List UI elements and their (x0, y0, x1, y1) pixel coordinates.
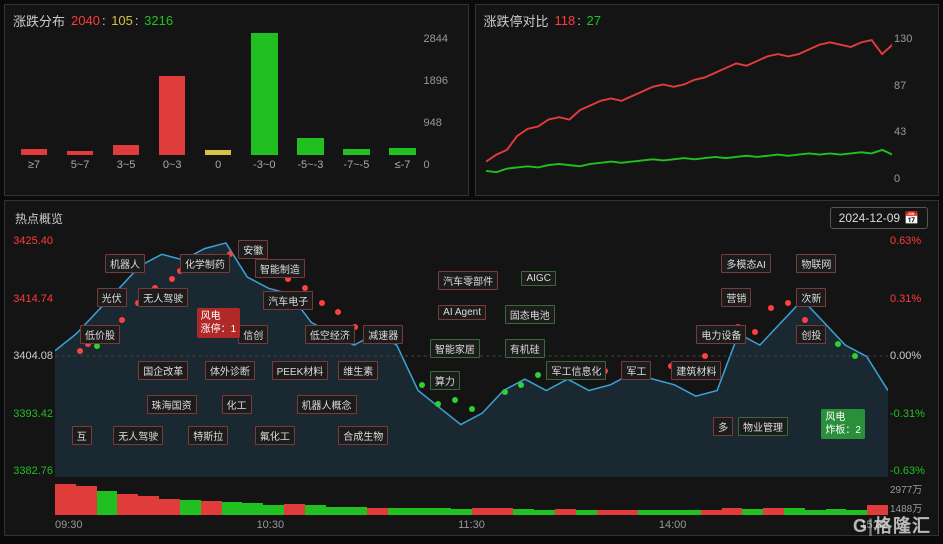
event-dot[interactable] (77, 348, 83, 354)
event-dot[interactable] (502, 389, 508, 395)
event-dot[interactable] (518, 382, 524, 388)
hotspot-tag[interactable]: 算力 (430, 371, 460, 390)
event-dot[interactable] (535, 372, 541, 378)
overview-x-axis: 09:3010:3011:3014:0015:00 (55, 519, 888, 531)
volume-labels: 2977万 1488万 (890, 481, 934, 515)
dist-counts: 2040: 105: 3216 (71, 13, 175, 28)
watermark: G|格隆汇 (853, 512, 931, 538)
calendar-icon: 📅 (904, 211, 919, 225)
hotspot-tag[interactable]: 物联网 (796, 254, 836, 273)
hotspot-tag[interactable]: 特斯拉 (188, 426, 228, 445)
hotspot-tag[interactable]: 固态电池 (505, 305, 555, 324)
event-dot[interactable] (469, 406, 475, 412)
limit-chart (486, 33, 893, 185)
hotspot-tag[interactable]: 维生素 (338, 361, 378, 380)
hotspot-tag[interactable]: 安徽 (238, 240, 268, 259)
event-dot[interactable] (802, 317, 808, 323)
date-picker[interactable]: 2024-12-09 📅 (830, 207, 928, 229)
overview-y-right: 0.63%0.31%0.00%-0.31%-0.63% (890, 235, 934, 477)
hotspot-tag[interactable]: 国企改革 (138, 361, 188, 380)
hotspot-tag[interactable]: 无人驾驶 (113, 426, 163, 445)
hotspot-tag[interactable]: AI Agent (438, 305, 486, 320)
event-dot[interactable] (702, 353, 708, 359)
hotspot-tag[interactable]: PEEK材料 (272, 361, 329, 380)
event-dot[interactable] (435, 401, 441, 407)
hotspot-tag[interactable]: 多模态AI (721, 254, 770, 273)
hotspot-tag[interactable]: 减速器 (363, 325, 403, 344)
dist-y-axis: 284418969480 (424, 33, 464, 171)
hotspot-tag[interactable]: 创投 (796, 325, 826, 344)
hotspot-tag[interactable]: 多 (713, 417, 733, 436)
event-dot[interactable] (94, 343, 100, 349)
dist-title: 涨跌分布 (13, 11, 65, 30)
hotspot-tag[interactable]: 机器人概念 (297, 395, 357, 414)
event-dot[interactable] (785, 300, 791, 306)
hotspot-tag[interactable]: 有机硅 (505, 339, 545, 358)
event-dot[interactable] (752, 329, 758, 335)
hotspot-tag[interactable]: 化工 (222, 395, 252, 414)
event-dot[interactable] (835, 341, 841, 347)
hotspot-tag[interactable]: 营销 (721, 288, 751, 307)
limit-counts: 118: 27 (555, 13, 603, 28)
overview-chart[interactable]: 机器人光伏低价股国企改革互无人驾驶珠海国资无人驾驶化学制药特斯拉体外诊断化工安徽… (55, 235, 888, 477)
limit-title: 涨跌停对比 (484, 11, 549, 30)
hotspot-tag[interactable]: 无人驾驶 (138, 288, 188, 307)
overview-title: 热点概览 (15, 210, 63, 227)
hotspot-tag[interactable]: 氟化工 (255, 426, 295, 445)
overview-y-left: 3425.403414.743404.083393.423382.76 (9, 235, 53, 477)
hotspot-tag[interactable]: 低价股 (80, 325, 120, 344)
hotspot-tag[interactable]: 建筑材料 (671, 361, 721, 380)
hotspot-tag[interactable]: 光伏 (97, 288, 127, 307)
hotspot-tag[interactable]: 军工 (621, 361, 651, 380)
overview-panel: 热点概览 2024-12-09 📅 3425.403414.743404.083… (4, 200, 939, 536)
event-dot[interactable] (335, 309, 341, 315)
hotspot-tag[interactable]: 机器人 (105, 254, 145, 273)
hotspot-tag[interactable]: 体外诊断 (205, 361, 255, 380)
hotspot-tag[interactable]: 信创 (238, 325, 268, 344)
hotspot-tag[interactable]: 汽车电子 (263, 291, 313, 310)
event-dot[interactable] (452, 397, 458, 403)
event-dot[interactable] (419, 382, 425, 388)
hotspot-tag[interactable]: 低空经济 (305, 325, 355, 344)
limit-panel: 涨跌停对比 118: 27 13087430 (475, 4, 940, 196)
hotspot-tag[interactable]: 合成生物 (338, 426, 388, 445)
event-dot[interactable] (768, 305, 774, 311)
hotspot-tag[interactable]: 智能制造 (255, 259, 305, 278)
hotspot-tag[interactable]: 军工信息化 (546, 361, 606, 380)
event-dot[interactable] (319, 300, 325, 306)
event-dot[interactable] (852, 353, 858, 359)
hotspot-tag[interactable]: 化学制药 (180, 254, 230, 273)
tip-box: 风电涨停：1 (197, 308, 241, 338)
hotspot-tag[interactable]: 电力设备 (696, 325, 746, 344)
hotspot-tag[interactable]: 物业管理 (738, 417, 788, 436)
dist-bars: ≥75~73~50~30-3~0-5~-3-7~-5≤-7 (15, 33, 422, 171)
hotspot-tag[interactable]: 珠海国资 (147, 395, 197, 414)
hotspot-tag[interactable]: 智能家居 (430, 339, 480, 358)
distribution-panel: 涨跌分布 2040: 105: 3216 ≥75~73~50~30-3~0-5~… (4, 4, 469, 196)
volume-bars (55, 481, 888, 515)
limit-y-axis: 13087430 (894, 33, 934, 185)
hotspot-tag[interactable]: AIGC (521, 271, 555, 286)
event-dot[interactable] (119, 317, 125, 323)
event-dot[interactable] (169, 276, 175, 282)
tip-box: 风电炸板：2 (821, 409, 865, 439)
hotspot-tag[interactable]: 次新 (796, 288, 826, 307)
hotspot-tag[interactable]: 汽车零部件 (438, 271, 498, 290)
hotspot-tag[interactable]: 互 (72, 426, 92, 445)
